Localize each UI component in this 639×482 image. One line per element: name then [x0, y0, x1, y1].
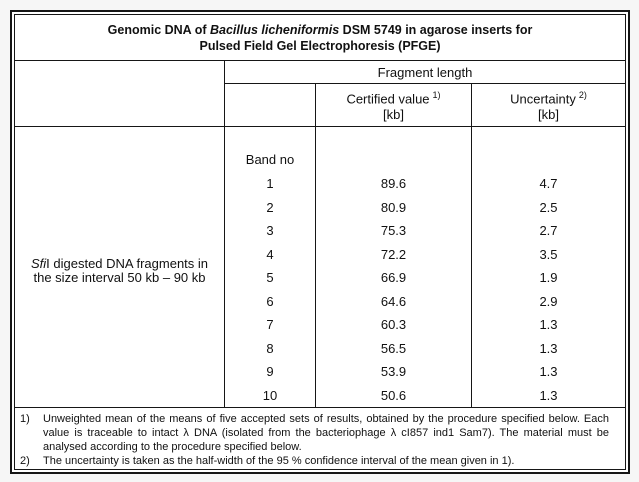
- title-row: Genomic DNA of Bacillus licheniformis DS…: [14, 14, 626, 61]
- uncertainty-column: 4.7 2.5 2.7 3.5 1.9 2.9 1.3 1.3 1.3 1.3: [471, 126, 626, 408]
- uncertainty-stack: 4.7 2.5 2.7 3.5 1.9 2.9 1.3 1.3 1.3 1.3: [472, 146, 625, 407]
- uncertainty-cell: 1.3: [539, 317, 558, 333]
- band-number-cell: 4: [266, 246, 274, 262]
- band-number-column: Band no 1 2 3 4 5 6 7 8 9 10: [224, 126, 316, 408]
- band-number-cell: 1: [266, 176, 274, 192]
- certified-spacer: [316, 146, 471, 172]
- sample-description: SfiI digested DNA fragments in the size …: [15, 249, 224, 285]
- footnote-1-text: Unweighted mean of the means of five acc…: [43, 413, 609, 453]
- band-number-cell: 9: [266, 364, 274, 380]
- band-number-cell: 5: [266, 270, 274, 286]
- band-header-spacer-cell: [224, 83, 316, 127]
- certified-value-header: Certified value 1) [kb]: [315, 83, 472, 127]
- title-line-2: Pulsed Field Gel Electrophoresis (PFGE): [199, 38, 441, 53]
- uncertainty-cell: 2.7: [539, 223, 558, 239]
- certified-value-cell: 50.6: [380, 387, 407, 403]
- header-text: Certified value: [346, 91, 430, 107]
- uncertainty-cell: 1.3: [539, 387, 558, 403]
- band-number-cell: 2: [266, 199, 274, 215]
- footnote-1: 1) Unweighted mean of the means of five …: [20, 412, 609, 454]
- footnotes-cell: 1) Unweighted mean of the means of five …: [14, 407, 626, 470]
- description-text: I digested DNA fragments in: [46, 256, 209, 271]
- footnote-1-marker: 1): [20, 413, 30, 425]
- uncertainty-cell: 1.3: [539, 340, 558, 356]
- band-number-cell: 3: [266, 223, 274, 239]
- title-text: Genomic DNA of: [107, 22, 210, 37]
- uncertainty-spacer: [472, 146, 625, 172]
- certified-value-label: Certified value 1): [316, 88, 471, 106]
- sample-description-line-1: SfiI digested DNA fragments in: [15, 257, 224, 271]
- footnotes: 1) Unweighted mean of the means of five …: [15, 409, 625, 468]
- footnote-2: 2) The uncertainty is taken as the half-…: [20, 454, 609, 468]
- certified-value-cell: 53.9: [380, 364, 407, 380]
- certificate-frame: Genomic DNA of Bacillus licheniformis DS…: [10, 10, 630, 474]
- empty-corner-cell: [14, 60, 225, 127]
- certified-value-cell: 60.3: [380, 317, 407, 333]
- band-number-cell: 10: [262, 387, 278, 403]
- footnote-2-text: The uncertainty is taken as the half-wid…: [43, 455, 515, 467]
- certified-value-unit: [kb]: [383, 106, 404, 122]
- enzyme-name: Sfi: [30, 256, 47, 271]
- uncertainty-cell: 1.3: [539, 364, 558, 380]
- uncertainty-unit: [kb]: [538, 106, 559, 122]
- uncertainty-cell: 2.5: [539, 199, 558, 215]
- sample-description-cell: SfiI digested DNA fragments in the size …: [14, 126, 225, 408]
- band-no-label: Band no: [245, 151, 295, 167]
- sample-description-line-2: the size interval 50 kb – 90 kb: [33, 270, 206, 285]
- uncertainty-cell: 1.9: [539, 270, 558, 286]
- data-body-row: SfiI digested DNA fragments in the size …: [14, 126, 626, 408]
- title-line-1: Genomic DNA of Bacillus licheniformis DS…: [15, 22, 625, 38]
- uncertainty-cell: 3.5: [539, 246, 558, 262]
- table-title: Genomic DNA of Bacillus licheniformis DS…: [14, 14, 626, 61]
- certified-value-cell: 89.6: [380, 176, 407, 192]
- uncertainty-header: Uncertainty 2) [kb]: [471, 83, 626, 127]
- footnote-2-marker: 2): [20, 455, 30, 467]
- certified-value-cell: 56.5: [380, 340, 407, 356]
- fragment-length-header: Fragment length: [224, 60, 626, 84]
- uncertainty-cell: 4.7: [539, 176, 558, 192]
- certified-value-cell: 80.9: [380, 199, 407, 215]
- footnote-ref-1: 1): [432, 90, 441, 101]
- certified-values-table: Genomic DNA of Bacillus licheniformis DS…: [14, 14, 626, 470]
- certified-value-cell: 72.2: [380, 246, 407, 262]
- footnotes-row: 1) Unweighted mean of the means of five …: [14, 407, 626, 470]
- header-text: Uncertainty: [510, 91, 576, 107]
- title-species-name: Bacillus licheniformis: [209, 22, 340, 37]
- group-header-row: Fragment length: [14, 60, 626, 127]
- band-number-cell: 7: [266, 317, 274, 333]
- certified-value-cell: 64.6: [380, 293, 407, 309]
- uncertainty-label: Uncertainty 2): [472, 88, 625, 106]
- band-number-cell: 6: [266, 293, 274, 309]
- footnote-ref-2: 2): [578, 90, 587, 101]
- certified-value-stack: 89.6 80.9 75.3 72.2 66.9 64.6 60.3 56.5 …: [316, 146, 471, 407]
- band-number-cell: 8: [266, 340, 274, 356]
- certified-value-column: 89.6 80.9 75.3 72.2 66.9 64.6 60.3 56.5 …: [315, 126, 472, 408]
- certified-value-cell: 75.3: [380, 223, 407, 239]
- uncertainty-cell: 2.9: [539, 293, 558, 309]
- title-text: DSM 5749 in agarose inserts for: [339, 22, 533, 37]
- band-number-stack: Band no 1 2 3 4 5 6 7 8 9 10: [225, 146, 315, 407]
- certified-value-cell: 66.9: [380, 270, 407, 286]
